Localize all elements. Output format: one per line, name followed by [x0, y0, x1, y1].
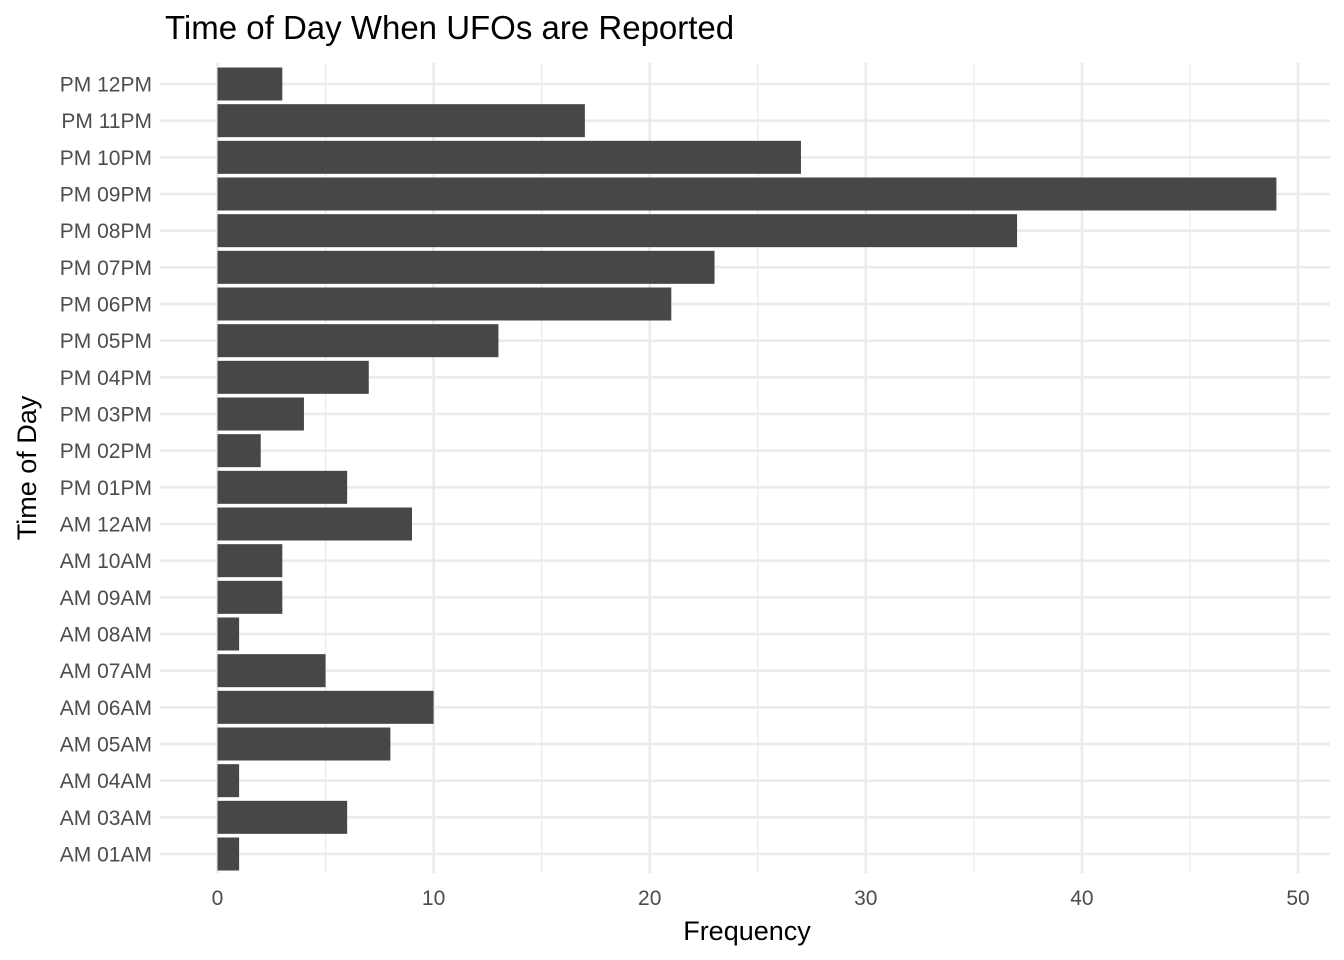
y-tick-label: PM 03PM [60, 404, 152, 427]
y-tick-label: PM 12PM [60, 74, 152, 97]
y-tick-label: PM 01PM [60, 477, 152, 500]
bar [217, 397, 304, 431]
bars [217, 67, 1277, 871]
bar [217, 837, 240, 871]
y-tick-label: PM 02PM [60, 440, 152, 463]
x-axis-title: Frequency [683, 916, 811, 946]
bar [217, 654, 326, 688]
y-tick-label: PM 11PM [61, 110, 152, 133]
bar [217, 764, 240, 798]
y-tick-labels: AM 01AM AM 03AM AM 04AM AM 05AM AM 06AM AM 07… [60, 74, 152, 867]
bar [217, 67, 283, 101]
bar [217, 507, 412, 541]
y-tick-label: AM 06AM [60, 697, 152, 720]
bar [217, 250, 715, 284]
y-tick-label: AM 10AM [60, 550, 152, 573]
y-tick-label: AM 12AM [60, 514, 152, 537]
y-tick-label: PM 06PM [60, 294, 152, 317]
y-tick-label: AM 04AM [60, 770, 152, 793]
bar [217, 434, 261, 468]
bar [217, 580, 283, 614]
bar [217, 140, 801, 174]
chart-title: Time of Day When UFOs are Reported [165, 9, 734, 46]
bar [217, 800, 348, 834]
y-tick-label: AM 05AM [60, 734, 152, 757]
y-tick-label: AM 08AM [60, 624, 152, 647]
x-tick-label: 0 [212, 887, 224, 910]
bar [217, 727, 391, 761]
bar [217, 360, 369, 394]
bar [217, 287, 672, 321]
y-tick-label: AM 03AM [60, 807, 152, 830]
y-tick-label: AM 07AM [60, 660, 152, 683]
y-tick-label: AM 09AM [60, 587, 152, 610]
y-tick-label: PM 05PM [60, 330, 152, 353]
bar [217, 214, 1018, 248]
x-tick-labels: 0 10 20 30 40 50 [212, 887, 1310, 910]
bar [217, 470, 348, 504]
y-tick-label: PM 07PM [60, 257, 152, 280]
x-tick-label: 50 [1286, 887, 1309, 910]
bar [217, 324, 499, 358]
x-tick-label: 10 [422, 887, 445, 910]
bar [217, 104, 585, 138]
bar [217, 690, 434, 724]
x-tick-label: 40 [1070, 887, 1093, 910]
x-tick-label: 30 [854, 887, 877, 910]
x-tick-label: 20 [638, 887, 661, 910]
y-tick-label: PM 10PM [60, 147, 152, 170]
y-tick-label: PM 04PM [60, 367, 152, 390]
y-tick-label: AM 01AM [60, 844, 152, 867]
y-tick-label: PM 09PM [60, 184, 152, 207]
bar [217, 177, 1277, 211]
y-axis-title: Time of Day [12, 395, 42, 540]
y-tick-label: PM 08PM [60, 220, 152, 243]
bar [217, 617, 240, 651]
bar [217, 544, 283, 578]
